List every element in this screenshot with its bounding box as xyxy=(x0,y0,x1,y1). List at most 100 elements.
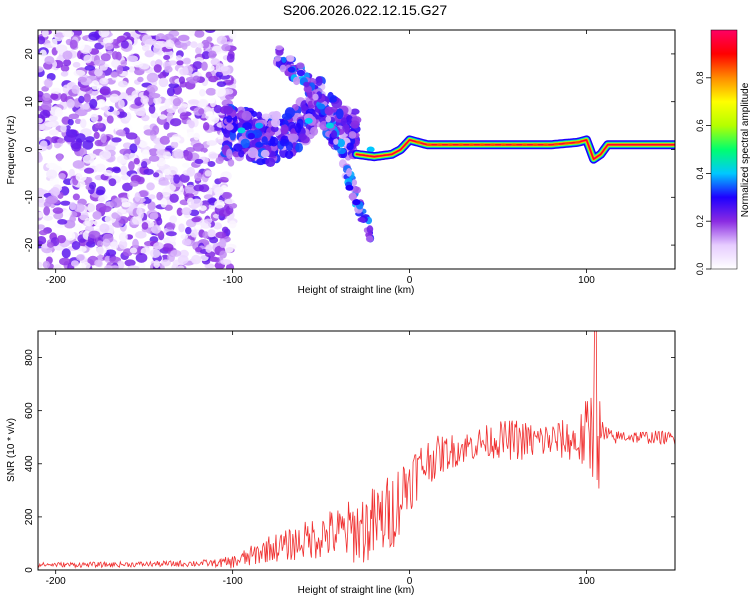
spectrogram-noise-blob xyxy=(99,150,112,160)
colorbar-tick-label: 0.6 xyxy=(695,119,705,132)
spectrogram-carrier-peak xyxy=(437,143,443,146)
spectrogram-noise-blob xyxy=(153,242,164,250)
spectrogram-x-tick-label: -100 xyxy=(223,275,243,286)
spectrogram-noise-blob xyxy=(176,207,183,217)
spectrogram-noise-blob xyxy=(137,261,146,269)
spectrogram-noise-blob xyxy=(161,259,171,267)
spectrogram-carrier-peak xyxy=(511,143,517,146)
spectrogram-noise-blob xyxy=(88,181,97,190)
colorbar-ticks: 0.0 0.2 0.4 0.6 0.8 xyxy=(695,72,711,275)
spectrogram-noise-blob xyxy=(158,40,167,47)
spectrogram-noise-blob xyxy=(227,159,235,167)
spectrogram-noise-blob xyxy=(94,68,103,77)
spectrogram-noise-blob xyxy=(135,231,147,239)
spectrogram-noise-blob xyxy=(43,206,51,216)
spectrogram-branch-blob xyxy=(333,138,339,145)
spectrogram-noise-blob xyxy=(68,168,75,177)
spectrogram-x-ticks: -200 -100 0 100 xyxy=(46,30,595,286)
spectrogram-noise-blob xyxy=(201,51,211,60)
spectrogram-noise-blob xyxy=(192,142,205,152)
spectrogram-noise-blob xyxy=(129,247,138,254)
spectrogram-peak xyxy=(255,141,264,148)
spectrogram-noise-blob xyxy=(77,76,87,83)
spectrogram-noise-blob xyxy=(49,129,59,136)
spectrogram-noise-blob xyxy=(225,94,235,100)
spectrogram-noise-blob xyxy=(63,59,72,67)
spectrogram-noise-blob xyxy=(129,143,138,154)
spectrogram-noise-blob xyxy=(210,58,220,66)
spectrogram-noise-blob xyxy=(92,210,102,220)
spectrogram-noise-blob xyxy=(179,173,190,183)
spectrogram-noise-blob xyxy=(109,93,120,103)
spectrogram-noise-blob xyxy=(52,165,63,172)
spectrogram-cluster-blob xyxy=(247,132,256,140)
spectrogram-noise-blob xyxy=(164,39,175,50)
spectrogram-cluster-blob xyxy=(340,117,347,126)
spectrogram-noise-blob xyxy=(214,199,225,209)
spectrogram-noise-blob xyxy=(176,60,184,66)
spectrogram-noise-blob xyxy=(88,230,101,239)
spectrogram-noise-blob xyxy=(181,42,188,50)
spectrogram-noise-blob xyxy=(166,112,174,119)
spectrogram-noise-blob xyxy=(208,114,220,124)
colorbar-label: Normalized spectral amplitude xyxy=(740,82,750,217)
colorbar-tick-label: 0.4 xyxy=(695,167,705,180)
spectrogram-branch-blob xyxy=(351,179,358,186)
spectrogram-branch-blob xyxy=(281,56,287,63)
spectrogram-noise-blob xyxy=(147,201,156,211)
snr-y-ticks: 0 200 400 600 800 xyxy=(24,349,675,573)
spectrogram-noise-blob xyxy=(128,66,136,73)
spectrogram-noise-blob xyxy=(44,56,55,65)
spectrogram-noise-blob xyxy=(69,39,78,49)
spectrogram-noise-blob xyxy=(159,114,167,120)
spectrogram-noise-blob xyxy=(136,111,147,117)
spectrogram-y-label: Frequency (Hz) xyxy=(6,116,17,185)
spectrogram-branch-blob xyxy=(357,217,366,223)
spectrogram-noise-blob xyxy=(206,140,218,146)
spectrogram-noise-blob xyxy=(100,53,111,62)
snr-panel: -200 -100 0 100 0 200 400 600 800 Height of str… xyxy=(6,330,676,596)
spectrogram-noise-blob xyxy=(72,61,81,68)
spectrogram-y-tick-label: 0 xyxy=(24,146,35,152)
spectrogram-noise-blob xyxy=(83,54,93,64)
spectrogram-noise-blob xyxy=(87,202,97,213)
spectrogram-noise-blob xyxy=(38,187,45,197)
spectrogram-noise-blob xyxy=(62,30,75,38)
spectrogram-noise-blob xyxy=(39,109,51,119)
spectrogram-noise-blob xyxy=(156,191,164,201)
snr-y-tick-label: 0 xyxy=(24,567,35,573)
spectrogram-peak xyxy=(237,127,246,134)
spectrogram-branch-blob xyxy=(337,138,345,148)
spectrogram-carrier-peak xyxy=(532,143,538,146)
spectrogram-noise-blob xyxy=(56,153,63,162)
spectrogram-noise-blob xyxy=(150,60,157,67)
spectrogram-noise-blob xyxy=(73,69,86,77)
spectrogram-noise-blob xyxy=(149,86,156,97)
spectrogram-noise-blob xyxy=(38,229,48,236)
spectrogram-noise-blob xyxy=(94,122,104,129)
spectrogram-noise-blob xyxy=(66,98,75,109)
spectrogram-noise-blob xyxy=(120,59,128,67)
spectrogram-noise-blob xyxy=(42,260,50,269)
spectrogram-cluster-blob xyxy=(226,148,233,160)
spectrogram-branch-blob xyxy=(325,115,332,123)
spectrogram-noise-blob xyxy=(215,157,224,164)
spectrogram-noise-blob xyxy=(146,182,155,191)
spectrogram-noise-blob xyxy=(125,132,138,140)
spectrogram-noise-blob xyxy=(164,65,173,73)
spectrogram-noise-blob xyxy=(216,81,227,87)
spectrogram-branch-blob xyxy=(346,168,352,177)
spectrogram-noise-blob xyxy=(60,64,70,72)
spectrogram-noise-blob xyxy=(111,212,119,220)
spectrogram-noise-blob xyxy=(189,209,200,217)
spectrogram-noise-blob xyxy=(205,87,217,96)
spectrogram-noise-blob xyxy=(186,167,196,177)
spectrogram-noise-blob xyxy=(221,44,231,52)
spectrogram-cluster-blob xyxy=(240,138,251,149)
spectrogram-noise-blob xyxy=(177,265,185,269)
spectrogram-carrier-peak xyxy=(415,141,421,144)
spectrogram-noise-blob xyxy=(171,263,179,269)
spectrogram-branch-blob xyxy=(279,64,287,73)
spectrogram-noise-blob xyxy=(70,260,79,267)
spectrogram-noise-blob xyxy=(118,92,129,102)
